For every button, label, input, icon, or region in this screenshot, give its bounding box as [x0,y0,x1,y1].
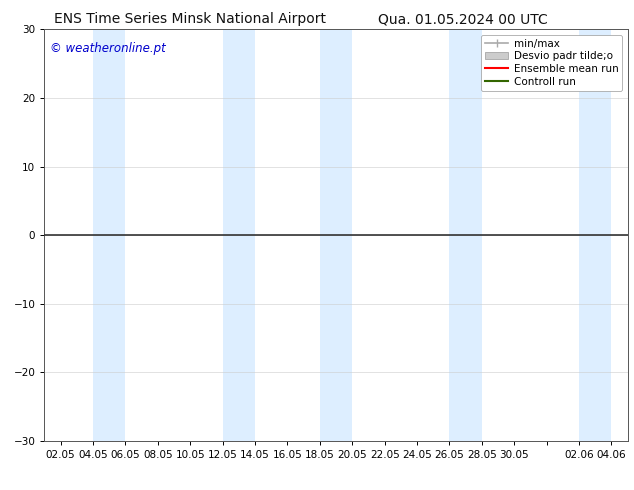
Bar [93,29,126,441]
Bar [223,29,255,441]
Text: ENS Time Series Minsk National Airport: ENS Time Series Minsk National Airport [54,12,327,26]
Bar [450,29,482,441]
Bar [320,29,353,441]
Legend: min/max, Desvio padr tilde;o, Ensemble mean run, Controll run: min/max, Desvio padr tilde;o, Ensemble m… [481,35,623,91]
Text: Qua. 01.05.2024 00 UTC: Qua. 01.05.2024 00 UTC [378,12,548,26]
Text: © weatheronline.pt: © weatheronline.pt [50,42,166,55]
Bar [579,29,611,441]
